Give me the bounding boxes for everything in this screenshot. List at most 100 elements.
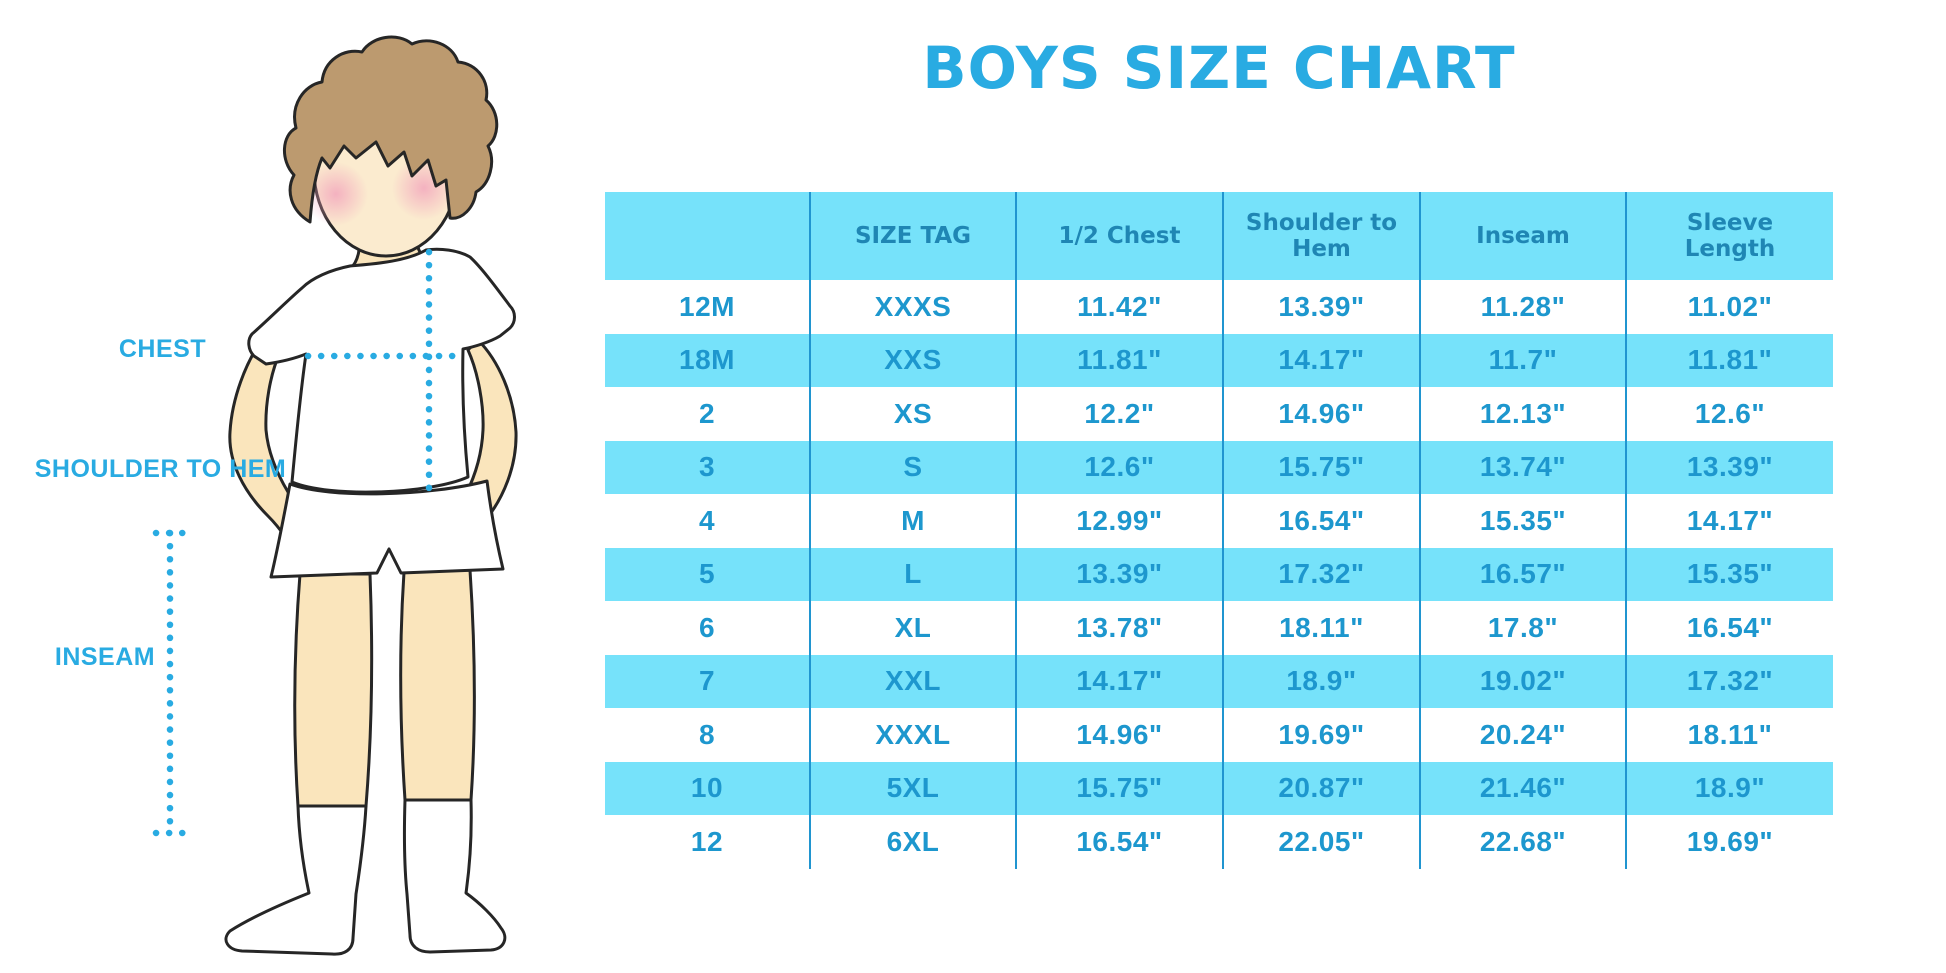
- table-cell: 14.96": [1015, 708, 1222, 762]
- inseam-measure-line: [152, 529, 197, 837]
- table-cell: 12.6": [1015, 440, 1222, 494]
- table-cell: 7: [698, 665, 716, 697]
- t-shirt: [247, 247, 516, 494]
- table-cell: XL: [809, 601, 1015, 655]
- column-header: SIZE TAG: [809, 192, 1015, 280]
- table-cell: 14.96": [1222, 387, 1419, 441]
- right-sock: [402, 798, 507, 954]
- table-cell: 11.42": [1015, 280, 1222, 334]
- table-cell: 10: [690, 772, 724, 804]
- table-cell: 16.57": [1419, 547, 1625, 601]
- table-cell: 16.54": [1625, 601, 1833, 655]
- table-header-row: SIZE TAG 1/2 Chest Shoulder to Hem Inseam Sl…: [605, 192, 1833, 280]
- table-cell: 13.74": [1419, 440, 1625, 494]
- table-cell: 11.7": [1419, 333, 1625, 387]
- table-cell: 3: [698, 451, 716, 483]
- table-row: 10 5XL 15.75" 20.87" 21.46" 18.9": [605, 761, 1833, 815]
- column-header: 1/2 Chest: [1015, 192, 1222, 280]
- table-cell: 6XL: [809, 815, 1015, 869]
- table-cell: 13.39": [1222, 280, 1419, 334]
- table-cell: 17.32": [1222, 547, 1419, 601]
- table-cell: 11.28": [1419, 280, 1625, 334]
- table-cell: 14.17": [1625, 494, 1833, 548]
- table-cell: XXXL: [809, 708, 1015, 762]
- table-cell: 15.75": [1015, 761, 1222, 815]
- table-row: 18M XXS 11.81" 14.17" 11.7" 11.81": [605, 333, 1833, 387]
- table-cell: 12.6": [1625, 387, 1833, 441]
- hair: [283, 35, 499, 224]
- shoulder-to-hem-label: SHOULDER TO HEM: [34, 455, 287, 483]
- table-cell: 12: [690, 825, 724, 857]
- page-title: BOYS SIZE CHART: [922, 34, 1516, 102]
- table-cell: S: [809, 440, 1015, 494]
- table-cell: 20.24": [1419, 708, 1625, 762]
- table-cell: 18.11": [1625, 708, 1833, 762]
- table-cell: XXXS: [809, 280, 1015, 334]
- table-cell: 22.05": [1222, 815, 1419, 869]
- table-row: 6 XL 13.78" 18.11" 17.8" 16.54": [605, 601, 1833, 655]
- table-cell: XS: [809, 387, 1015, 441]
- table-cell: 16.54": [1015, 815, 1222, 869]
- table-cell: 18.9": [1222, 654, 1419, 708]
- table-cell: 18.11": [1222, 601, 1419, 655]
- table-cell: 14.17": [1015, 654, 1222, 708]
- table-cell: 14.17": [1222, 333, 1419, 387]
- table-cell: XXS: [809, 333, 1015, 387]
- table-cell: L: [809, 547, 1015, 601]
- table-row: 5 L 13.39" 17.32" 16.57" 15.35": [605, 547, 1833, 601]
- table-cell: 13.78": [1015, 601, 1222, 655]
- table-row: 7 XXL 14.17" 18.9" 19.02" 17.32": [605, 654, 1833, 708]
- table-cell: 11.81": [1625, 333, 1833, 387]
- boy-illustration: [152, 35, 518, 956]
- table-row: 4 M 12.99" 16.54" 15.35" 14.17": [605, 494, 1833, 548]
- table-cell: 13.39": [1015, 547, 1222, 601]
- left-sock: [224, 804, 368, 956]
- table-cell: 2: [698, 397, 716, 429]
- table-cell: M: [809, 494, 1015, 548]
- table-cell: 19.69": [1222, 708, 1419, 762]
- inseam-label: INSEAM: [54, 643, 156, 671]
- table-cell: 15.35": [1625, 547, 1833, 601]
- table-cell: 8: [698, 718, 716, 750]
- table-cell: 15.35": [1419, 494, 1625, 548]
- table-row: 12 6XL 16.54" 22.05" 22.68" 19.69": [605, 815, 1833, 869]
- table-cell: 15.75": [1222, 440, 1419, 494]
- blush-left: [304, 162, 368, 226]
- column-header: Shoulder to Hem: [1222, 192, 1419, 280]
- table-cell: 12.99": [1015, 494, 1222, 548]
- table-cell: 18.9": [1625, 761, 1833, 815]
- table-row: 8 XXXL 14.96" 19.69" 20.24" 18.11": [605, 708, 1833, 762]
- chest-label: CHEST: [118, 335, 207, 363]
- table-cell: 16.54": [1222, 494, 1419, 548]
- table-cell: 5: [698, 558, 716, 590]
- table-cell: 12.2": [1015, 387, 1222, 441]
- table-cell: 12.13": [1419, 387, 1625, 441]
- boy-figure-panel: [0, 0, 600, 973]
- table-cell: 13.39": [1625, 440, 1833, 494]
- left-leg: [293, 572, 374, 808]
- table-cell: 11.02": [1625, 280, 1833, 334]
- table-cell: 19.02": [1419, 654, 1625, 708]
- table-cell: 22.68": [1419, 815, 1625, 869]
- size-table: SIZE TAG 1/2 Chest Shoulder to Hem Inseam Sl…: [605, 192, 1833, 869]
- column-header: Sleeve Length: [1625, 192, 1833, 280]
- table-row: 2 XS 12.2" 14.96" 12.13" 12.6": [605, 387, 1833, 441]
- table-cell: 5XL: [809, 761, 1015, 815]
- table-cell: 19.69": [1625, 815, 1833, 869]
- table-cell: 20.87": [1222, 761, 1419, 815]
- table-cell: 12M: [679, 290, 735, 322]
- table-cell: 6: [698, 611, 716, 643]
- table-cell: 18M: [679, 344, 735, 376]
- table-row: 3 S 12.6" 15.75" 13.74" 13.39": [605, 440, 1833, 494]
- table-cell: 4: [698, 504, 716, 536]
- table-cell: 17.8": [1419, 601, 1625, 655]
- column-header: [605, 192, 809, 280]
- table-row: 12M XXXS 11.42" 13.39" 11.28" 11.02": [605, 280, 1833, 334]
- table-cell: 21.46": [1419, 761, 1625, 815]
- column-header: Inseam: [1419, 192, 1625, 280]
- right-leg: [399, 568, 476, 802]
- table-cell: XXL: [809, 654, 1015, 708]
- shorts: [269, 479, 505, 579]
- table-cell: 17.32": [1625, 654, 1833, 708]
- table-cell: 11.81": [1015, 333, 1222, 387]
